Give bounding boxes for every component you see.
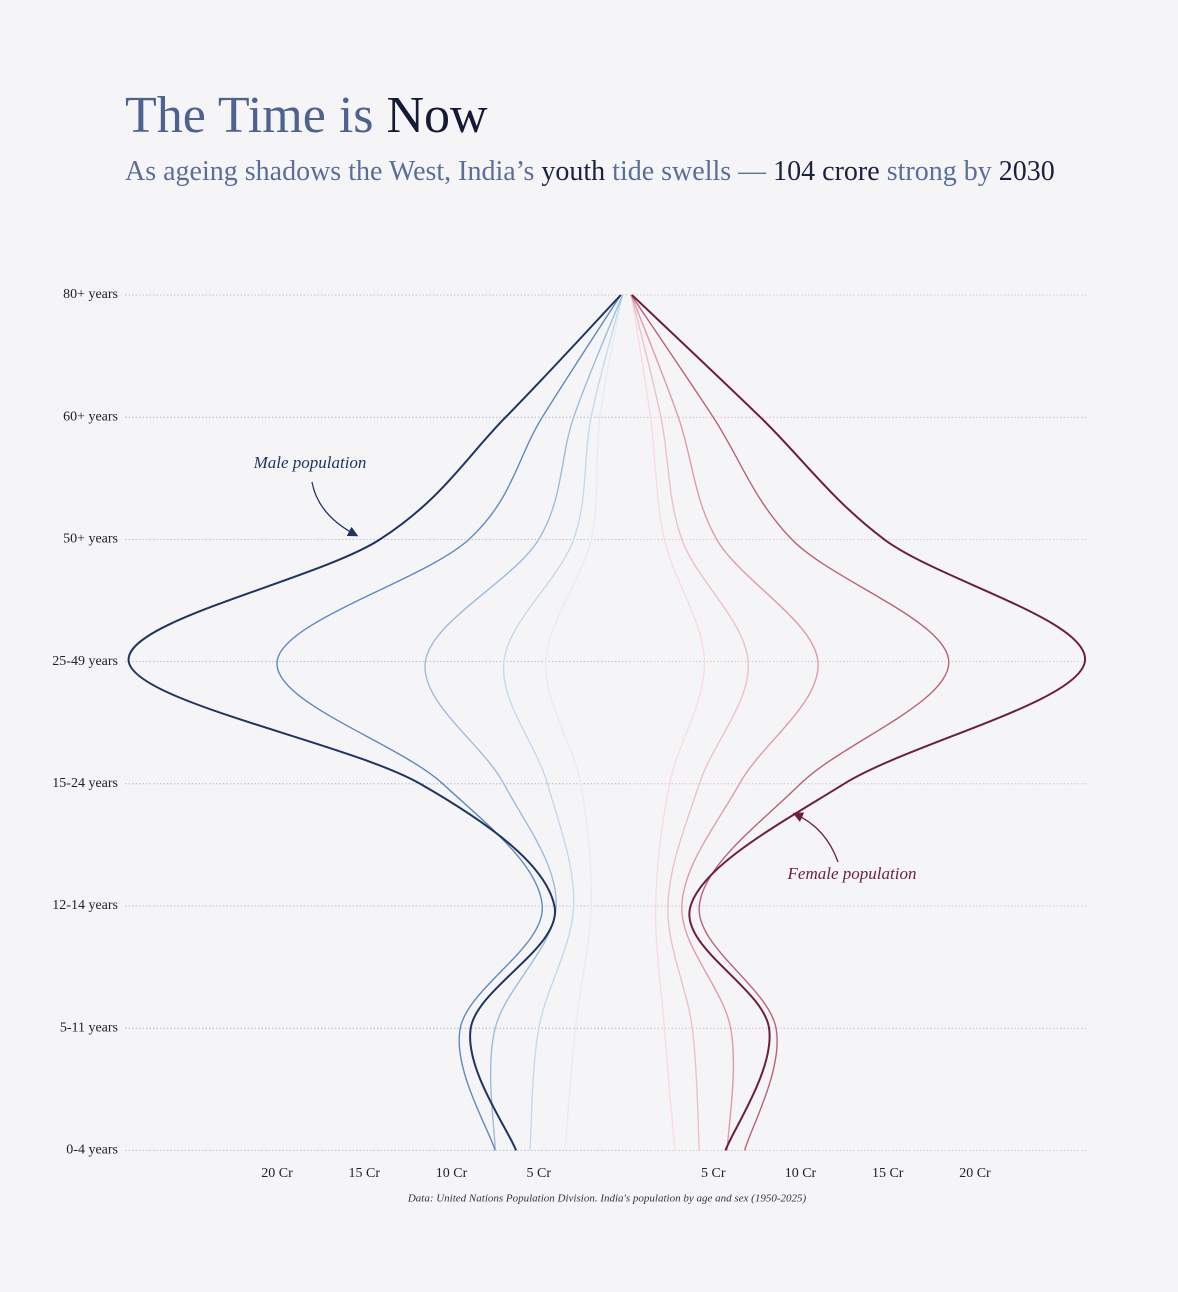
female-curve <box>630 294 950 1151</box>
annotation-arrow <box>792 812 839 863</box>
female-curve <box>630 294 819 1151</box>
male-curve <box>127 294 622 1151</box>
y-tick-label: 15-24 years <box>52 776 118 791</box>
annotation-arrow <box>311 481 359 537</box>
chart-title: The Time is Now <box>125 87 488 144</box>
title-part: Now <box>387 87 489 144</box>
female-curve <box>630 294 706 1151</box>
y-tick-label: 0-4 years <box>66 1143 118 1158</box>
x-tick-label: 10 Cr <box>785 1166 817 1181</box>
chart-subtitle: As ageing shadows the West, India’s yout… <box>125 156 1055 187</box>
y-tick-label: 25-49 years <box>52 654 118 669</box>
annotation: Male population <box>253 453 367 472</box>
male-curve <box>502 294 624 1151</box>
x-tick-label: 5 Cr <box>527 1166 552 1181</box>
x-tick-label: 5 Cr <box>701 1166 726 1181</box>
annotation: Female population <box>787 864 917 883</box>
subtitle-part: youth <box>541 156 605 187</box>
x-tick-label: 20 Cr <box>261 1166 293 1181</box>
y-tick-label: 5-11 years <box>60 1020 118 1035</box>
male-curve <box>424 294 624 1151</box>
subtitle-part: As ageing shadows the West, India’s <box>125 156 541 187</box>
subtitle-part: strong by <box>880 156 999 187</box>
subtitle-part: 2030 <box>999 156 1055 187</box>
title-part: The Time is <box>125 87 387 144</box>
male-curve <box>276 294 622 1151</box>
female-curve <box>630 294 749 1151</box>
y-tick-label: 50+ years <box>63 532 118 547</box>
y-tick-label: 80+ years <box>63 287 118 302</box>
female-curve <box>631 294 1086 1151</box>
subtitle-part: 104 crore <box>773 156 880 187</box>
x-tick-label: 10 Cr <box>436 1166 468 1181</box>
subtitle-part: tide swells — <box>605 156 773 187</box>
y-tick-label: 12-14 years <box>52 898 118 913</box>
source: Data: United Nations Population Division… <box>407 1193 807 1205</box>
x-tick-label: 15 Cr <box>872 1166 904 1181</box>
x-tick-label: 20 Cr <box>959 1166 991 1181</box>
male-curve <box>545 294 624 1151</box>
y-tick-label: 60+ years <box>63 409 118 424</box>
x-tick-label: 15 Cr <box>349 1166 381 1181</box>
